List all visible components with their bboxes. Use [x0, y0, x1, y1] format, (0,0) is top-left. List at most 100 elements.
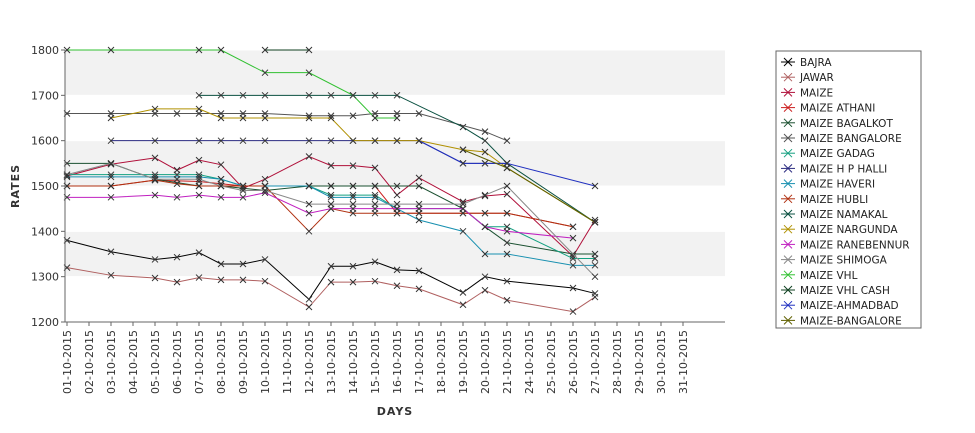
x-tick-label: 14-10-2015	[347, 330, 360, 394]
legend-swatch-marker	[783, 179, 793, 188]
data-point-marker	[459, 200, 467, 208]
data-point-marker	[217, 91, 225, 99]
data-point-marker	[195, 46, 203, 54]
data-point-marker	[393, 91, 401, 99]
legend-swatch-marker	[783, 194, 793, 204]
data-point-marker	[327, 278, 335, 286]
data-point-marker	[151, 191, 159, 199]
y-ticks: 1200 1300 1400 1500 1600 1700 1800	[31, 44, 65, 329]
legend-label: MAIZE BAGALKOT	[800, 118, 893, 130]
legend-box	[775, 50, 922, 329]
data-point-marker	[393, 200, 401, 208]
data-point-marker	[217, 193, 225, 201]
legend-swatch-marker	[783, 148, 793, 158]
data-point-marker	[481, 250, 489, 258]
data-point-marker	[481, 273, 489, 281]
data-point-marker	[459, 123, 467, 131]
data-point-marker	[151, 256, 159, 263]
legend-swatch-marker	[783, 72, 793, 82]
data-point-marker	[151, 154, 159, 162]
data-point-marker	[569, 223, 577, 231]
data-point-marker	[591, 216, 599, 224]
data-point-marker	[151, 105, 159, 113]
data-point-marker	[305, 209, 313, 217]
legend-label: MAIZE HAVERI	[800, 179, 875, 191]
x-tick-label: 31-10-2015	[677, 330, 690, 394]
x-tick-label: 04-10-2015	[127, 330, 140, 394]
data-point-marker	[151, 137, 159, 145]
data-point-marker	[239, 193, 247, 201]
data-point-marker	[217, 114, 225, 122]
data-point-marker	[459, 159, 467, 167]
legend-label: MAIZE-AHMADBAD	[800, 300, 899, 312]
data-point-marker	[481, 148, 489, 156]
x-tick-label: 24-10-2015	[523, 330, 536, 394]
data-point-marker	[503, 190, 511, 198]
legend-swatch-marker	[783, 209, 793, 219]
legend-label: MAIZE RANEBENNUR	[800, 239, 910, 251]
y-tick-label: 1500	[31, 180, 59, 193]
data-point-marker	[327, 114, 335, 122]
data-point-marker	[371, 164, 379, 172]
x-tick-label: 27-10-2015	[589, 330, 602, 394]
data-point-marker	[459, 289, 467, 296]
data-point-marker	[591, 273, 599, 281]
y-tick-label: 1400	[31, 225, 59, 238]
legend-item: MAIZE ATHANI	[781, 103, 875, 115]
legend-label: MAIZE BANGALORE	[800, 133, 902, 145]
legend-label: MAIZE NARGUNDA	[800, 224, 898, 236]
legend-item: MAIZE VHL CASH	[781, 285, 890, 297]
data-point-marker	[415, 267, 423, 275]
legend-item: JAWAR	[781, 72, 834, 84]
data-point-marker	[239, 187, 247, 194]
series-line	[66, 162, 596, 278]
legend-item: MAIZE BAGALKOT	[781, 118, 893, 130]
data-point-marker	[371, 258, 379, 266]
series-maize-vhl-cash	[261, 46, 313, 54]
legend-item: MAIZE	[781, 87, 833, 99]
data-point-marker	[503, 182, 511, 190]
data-point-marker	[173, 110, 181, 117]
x-tick-label: 29-10-2015	[633, 330, 646, 394]
data-point-marker	[239, 114, 247, 122]
data-point-marker	[591, 182, 599, 190]
data-point-marker	[195, 105, 203, 113]
data-point-marker	[415, 137, 423, 145]
legend-label: MAIZE GADAG	[800, 148, 875, 160]
data-point-marker	[261, 137, 269, 145]
y-tick-label: 1300	[31, 271, 59, 284]
data-point-marker	[503, 250, 511, 258]
x-ticks: 01-10-2015 02-10-2015 03-10-2015 04-10-2015…	[61, 322, 690, 394]
data-point-marker	[195, 274, 203, 281]
data-point-marker	[107, 46, 115, 54]
data-point-marker	[459, 301, 467, 309]
y-tick-label: 1600	[31, 135, 59, 148]
legend-item: BAJRA	[781, 57, 832, 69]
legend-label: MAIZE VHL CASH	[800, 285, 890, 297]
data-point-marker	[591, 218, 599, 226]
data-point-marker	[305, 182, 313, 190]
grid-band	[65, 231, 725, 277]
data-point-marker	[459, 146, 467, 154]
x-tick-label: 13-10-2015	[325, 330, 338, 394]
data-point-marker	[195, 191, 203, 199]
data-point-marker	[239, 91, 247, 99]
data-point-marker	[569, 234, 577, 242]
legend-item: MAIZE HUBLI	[781, 194, 868, 206]
data-point-marker	[305, 114, 313, 122]
data-point-marker	[107, 248, 115, 256]
x-tick-label: 15-10-2015	[369, 330, 382, 394]
data-point-marker	[217, 137, 225, 145]
data-point-marker	[195, 91, 203, 99]
x-tick-label: 12-10-2015	[303, 330, 316, 394]
x-tick-label: 16-10-2015	[391, 330, 404, 394]
data-point-marker	[327, 193, 335, 201]
series-line	[67, 112, 508, 142]
data-point-marker	[371, 200, 379, 208]
data-point-marker	[393, 282, 401, 290]
data-point-marker	[305, 46, 313, 54]
legend-item: MAIZE RANEBENNUR	[781, 239, 910, 251]
data-point-marker	[481, 286, 489, 294]
data-point-marker	[349, 193, 357, 201]
